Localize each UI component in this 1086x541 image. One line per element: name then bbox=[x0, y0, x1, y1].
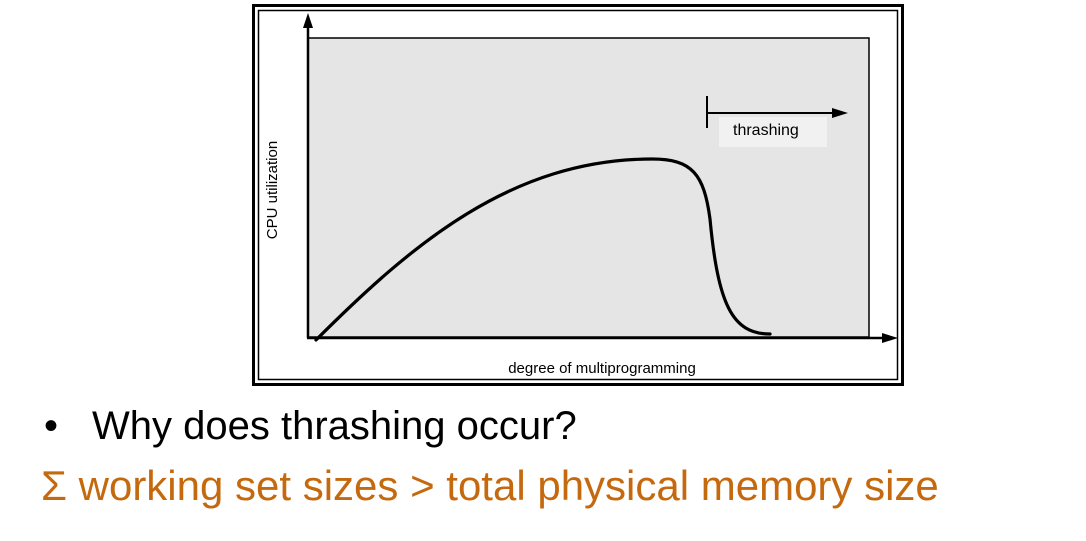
bullet-symbol: • bbox=[44, 404, 59, 448]
x-axis-label: degree of multiprogramming bbox=[508, 360, 696, 377]
bullet-item: • Why does thrashing occur? bbox=[44, 404, 577, 449]
thrashing-label: thrashing bbox=[733, 122, 799, 139]
cpu-utilization-curve bbox=[314, 157, 772, 342]
x-axis-arrow bbox=[882, 333, 898, 343]
thrashing-arrow-head bbox=[832, 108, 848, 118]
y-axis-arrow bbox=[303, 13, 313, 28]
y-axis-label: CPU utilization bbox=[264, 141, 281, 239]
thrashing-label-bg bbox=[719, 117, 827, 147]
bullet-text: Why does thrashing occur? bbox=[92, 404, 577, 448]
inner-frame bbox=[257, 9, 899, 381]
thrashing-marker: thrashing bbox=[706, 96, 848, 147]
answer-text: Σ working set sizes > total physical mem… bbox=[41, 462, 939, 509]
plot-area bbox=[307, 37, 870, 338]
thrashing-diagram: CPU utilization degree of multiprogrammi… bbox=[252, 4, 904, 386]
